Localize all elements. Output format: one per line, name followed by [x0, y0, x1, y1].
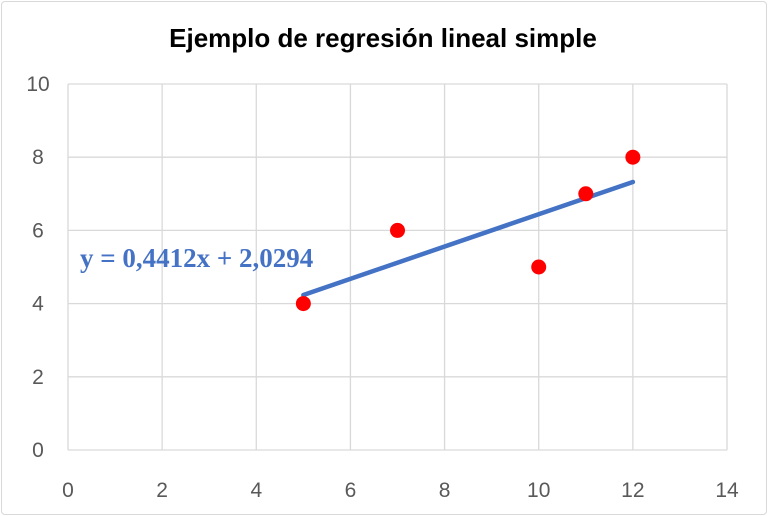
data-point [578, 186, 594, 202]
x-tick-label: 14 [715, 479, 739, 502]
trendline [301, 179, 636, 298]
x-tick-label: 8 [439, 479, 451, 502]
data-point [295, 296, 311, 312]
x-tick-label: 10 [527, 479, 550, 502]
y-axis-tick-labels: 0 2 4 6 8 10 [26, 73, 49, 462]
x-tick-label: 0 [62, 479, 74, 502]
y-tick-label: 4 [32, 293, 44, 316]
trendline-equation-label: y = 0,4412x + 2,0294 [80, 243, 313, 273]
data-points [295, 149, 641, 312]
y-tick-label: 2 [32, 366, 44, 389]
x-tick-label: 12 [621, 479, 644, 502]
data-point [531, 259, 547, 275]
x-tick-label: 6 [345, 479, 357, 502]
x-axis-tick-labels: 0 2 4 6 8 10 12 14 [62, 479, 739, 502]
data-point [625, 149, 641, 165]
y-tick-label: 0 [32, 439, 44, 462]
trendline-group [301, 179, 636, 298]
y-tick-label: 10 [26, 73, 49, 96]
x-tick-label: 4 [250, 479, 262, 502]
data-point [390, 222, 405, 238]
y-tick-label: 6 [32, 219, 44, 242]
chart-title: Ejemplo de regresión lineal simple [169, 23, 597, 53]
y-tick-label: 8 [32, 146, 44, 169]
grid-lines [67, 83, 728, 451]
x-tick-label: 2 [156, 479, 168, 502]
